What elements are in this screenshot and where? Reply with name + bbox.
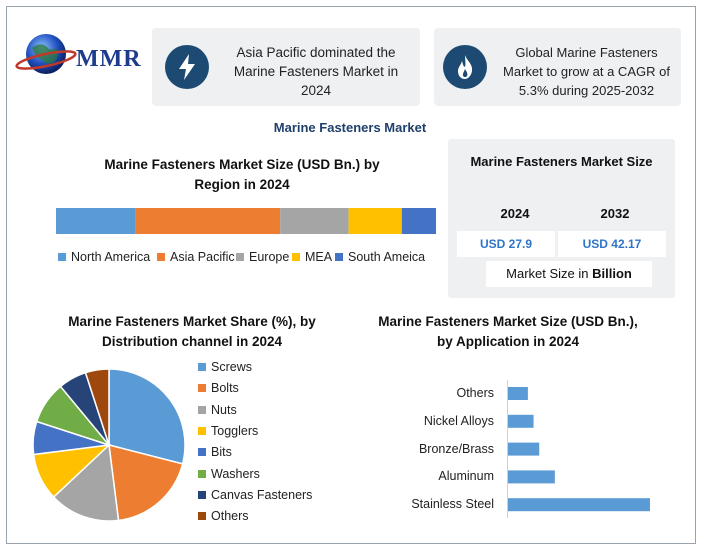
flame-icon (443, 45, 487, 89)
main-title: Marine Fasteners Market (273, 120, 427, 135)
category-label: Aluminum (438, 469, 494, 484)
bar-nickel-alloys (508, 414, 534, 428)
legend-label: Nuts (211, 402, 237, 417)
pie-slice-others (84, 368, 110, 446)
legend-label: Bolts (211, 381, 239, 396)
region-legend-item: South Ameica (335, 250, 425, 264)
region-segment-europe (280, 208, 349, 234)
value-2032: USD 42.17 (558, 231, 666, 257)
region-segment-north-america (56, 208, 136, 234)
year-2032-label: 2032 (600, 206, 630, 221)
pie-slice-screws (108, 368, 186, 465)
legend-label: Screws (211, 360, 252, 374)
legend-swatch (198, 490, 206, 499)
unit-bold: Billion (592, 266, 632, 281)
pie-legend-item: Washers (198, 467, 260, 481)
legend-label: Bits (211, 445, 232, 460)
category-label: Stainless Steel (411, 497, 494, 512)
legend-label: MEA (305, 250, 333, 264)
legend-swatch (198, 384, 206, 393)
legend-swatch (292, 253, 300, 261)
highlight-card-cagr: Global Marine Fasteners Market to grow a… (434, 28, 681, 106)
legend-swatch (58, 253, 66, 261)
pie-legend-item: Bits (198, 445, 232, 459)
region-stacked-bar (56, 208, 436, 234)
category-label: Nickel Alloys (423, 413, 494, 428)
logo-text: MMR (76, 46, 142, 72)
pie-legend-item: Canvas Fasteners (198, 488, 312, 502)
application-bar-chart (507, 380, 650, 518)
market-size-panel: Marine Fasteners Market Size 2024 2032 U… (448, 139, 675, 298)
pie-legend-item: Screws (198, 360, 252, 374)
bar-aluminum (508, 470, 555, 484)
pie-chart-title: Marine Fasteners Market Share (%), by Di… (68, 314, 316, 349)
region-legend-item: Europe (236, 250, 289, 264)
legend-swatch (236, 253, 244, 261)
legend-label: Others (211, 509, 249, 524)
legend-swatch (198, 405, 206, 414)
region-legend-item: North America (58, 250, 150, 264)
pie-slice-bolts (108, 443, 184, 522)
category-label: Others (456, 386, 494, 400)
globe-icon (15, 34, 77, 74)
legend-swatch (335, 253, 343, 261)
pie-slice-nuts (52, 443, 120, 522)
category-label: Bronze/Brass (418, 441, 494, 456)
market-size-unit: Market Size in Billion (486, 261, 652, 287)
legend-label: South Ameica (348, 250, 426, 264)
year-2024-label: 2024 (500, 206, 530, 221)
bar-others (508, 387, 528, 400)
distribution-pie-chart (32, 368, 186, 522)
bar-stainless-steel (508, 498, 650, 512)
region-legend-item: MEA (292, 250, 332, 264)
region-segment-mea (348, 208, 402, 234)
bar-bronze-brass (508, 442, 540, 456)
legend-label: Canvas Fasteners (211, 487, 313, 502)
legend-label: Washers (211, 466, 260, 481)
card-text: Global Marine Fasteners Market to grow a… (503, 45, 670, 98)
region-legend-item: Asia Pacific (157, 250, 235, 264)
legend-swatch (157, 253, 165, 261)
legend-swatch (198, 448, 206, 457)
pie-legend-item: Nuts (198, 403, 237, 417)
legend-label: Togglers (211, 423, 259, 438)
legend-swatch (198, 426, 206, 435)
pie-legend-item: Bolts (198, 381, 239, 395)
card-text: Asia Pacific dominated the Marine Fasten… (233, 45, 399, 98)
lightning-icon (165, 45, 209, 89)
region-chart-title: Marine Fasteners Market Size (USD Bn.) b… (104, 157, 380, 192)
value-2024: USD 27.9 (457, 231, 555, 257)
highlight-card-region: Asia Pacific dominated the Marine Fasten… (152, 28, 420, 106)
legend-label: North America (71, 250, 151, 264)
market-size-title: Marine Fasteners Market Size (470, 154, 653, 169)
legend-label: Asia Pacific (170, 250, 235, 264)
legend-swatch (198, 512, 206, 521)
pie-legend-item: Others (198, 509, 249, 523)
unit-prefix: Market Size in (506, 266, 593, 281)
mmr-logo: MMR (14, 26, 144, 86)
region-segment-asia-pacific (135, 208, 281, 234)
pie-legend-item: Togglers (198, 424, 258, 438)
region-segment-south-ameica (401, 208, 436, 234)
legend-swatch (198, 363, 206, 371)
legend-label: Europe (249, 250, 290, 264)
application-chart-title: Marine Fasteners Market Size (USD Bn.), … (378, 314, 638, 349)
legend-swatch (198, 469, 206, 478)
